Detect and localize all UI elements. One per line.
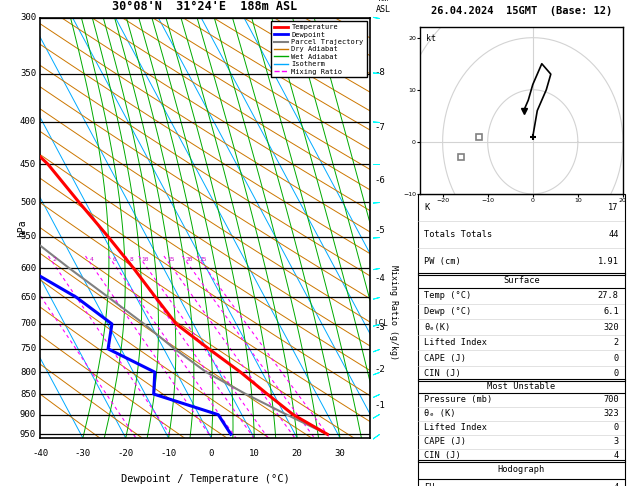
Text: CIN (J): CIN (J): [424, 369, 461, 378]
Text: -3: -3: [374, 323, 385, 331]
Text: -8: -8: [374, 68, 385, 77]
Text: 10: 10: [249, 449, 260, 457]
Text: -20: -20: [118, 449, 134, 457]
Text: CAPE (J): CAPE (J): [424, 437, 466, 446]
Text: 850: 850: [20, 390, 36, 399]
Text: Surface: Surface: [503, 276, 540, 285]
Text: 950: 950: [20, 430, 36, 439]
Text: -2: -2: [374, 365, 385, 374]
Text: 4: 4: [90, 257, 94, 262]
Text: kt: kt: [426, 34, 436, 43]
Text: 700: 700: [603, 396, 619, 404]
Text: 3: 3: [613, 437, 619, 446]
Text: hPa: hPa: [17, 219, 27, 237]
Text: 10: 10: [142, 257, 149, 262]
Text: 26.04.2024  15GMT  (Base: 12): 26.04.2024 15GMT (Base: 12): [431, 6, 612, 16]
Text: 400: 400: [20, 118, 36, 126]
Text: CAPE (J): CAPE (J): [424, 354, 466, 363]
Text: θₑ(K): θₑ(K): [424, 323, 450, 331]
Text: 30°08'N  31°24'E  188m ASL: 30°08'N 31°24'E 188m ASL: [113, 0, 298, 13]
Bar: [418, 379, 625, 463]
Text: 600: 600: [20, 264, 36, 273]
Text: Pressure (mb): Pressure (mb): [424, 396, 493, 404]
Text: 44: 44: [608, 230, 619, 239]
Text: 0: 0: [613, 354, 619, 363]
Text: -40: -40: [32, 449, 48, 457]
Text: Dewp (°C): Dewp (°C): [424, 307, 472, 316]
Bar: [418, 194, 625, 275]
Text: EH: EH: [424, 484, 435, 486]
Bar: [418, 460, 625, 486]
Bar: [418, 273, 625, 382]
Text: 300: 300: [20, 14, 36, 22]
Text: 900: 900: [20, 410, 36, 419]
Text: -7: -7: [374, 123, 385, 132]
Text: LCL: LCL: [374, 319, 388, 329]
Text: km
ASL: km ASL: [376, 0, 391, 14]
Text: Most Unstable: Most Unstable: [487, 382, 555, 391]
Text: CIN (J): CIN (J): [424, 451, 461, 460]
Text: 0: 0: [613, 423, 619, 432]
Text: 550: 550: [20, 232, 36, 242]
Text: 4: 4: [613, 484, 619, 486]
Text: Dewpoint / Temperature (°C): Dewpoint / Temperature (°C): [121, 474, 289, 484]
Text: 650: 650: [20, 293, 36, 302]
Text: 500: 500: [20, 198, 36, 207]
Text: 6.1: 6.1: [603, 307, 619, 316]
Text: Temp (°C): Temp (°C): [424, 292, 472, 300]
Text: -6: -6: [374, 175, 385, 185]
Text: 320: 320: [603, 323, 619, 331]
Text: 350: 350: [20, 69, 36, 78]
Text: PW (cm): PW (cm): [424, 257, 461, 266]
Text: 323: 323: [603, 409, 619, 418]
Text: -10: -10: [160, 449, 177, 457]
Text: 700: 700: [20, 319, 36, 329]
Text: 0: 0: [613, 369, 619, 378]
Text: 8: 8: [130, 257, 134, 262]
Text: 4: 4: [613, 451, 619, 460]
Text: -1: -1: [374, 401, 385, 410]
Text: K: K: [424, 203, 430, 212]
Text: Mixing Ratio (g/kg): Mixing Ratio (g/kg): [389, 264, 398, 360]
Text: 25: 25: [200, 257, 208, 262]
Text: 2: 2: [613, 338, 619, 347]
Text: Lifted Index: Lifted Index: [424, 338, 487, 347]
Text: 15: 15: [167, 257, 174, 262]
Text: 20: 20: [186, 257, 193, 262]
Text: 450: 450: [20, 160, 36, 169]
Text: 20: 20: [292, 449, 303, 457]
Text: 1.91: 1.91: [598, 257, 619, 266]
Text: 17: 17: [608, 203, 619, 212]
Text: 27.8: 27.8: [598, 292, 619, 300]
Text: 2: 2: [53, 257, 57, 262]
Text: Totals Totals: Totals Totals: [424, 230, 493, 239]
Text: 750: 750: [20, 345, 36, 353]
Text: Lifted Index: Lifted Index: [424, 423, 487, 432]
Text: 800: 800: [20, 368, 36, 377]
Text: 0: 0: [209, 449, 214, 457]
Text: θₑ (K): θₑ (K): [424, 409, 455, 418]
Text: 30: 30: [335, 449, 345, 457]
Text: Hodograph: Hodograph: [498, 465, 545, 474]
Legend: Temperature, Dewpoint, Parcel Trajectory, Dry Adiabat, Wet Adiabat, Isotherm, Mi: Temperature, Dewpoint, Parcel Trajectory…: [271, 21, 367, 77]
Text: -30: -30: [75, 449, 91, 457]
Text: -5: -5: [374, 226, 385, 235]
Text: 6: 6: [113, 257, 117, 262]
Text: -4: -4: [374, 274, 385, 283]
